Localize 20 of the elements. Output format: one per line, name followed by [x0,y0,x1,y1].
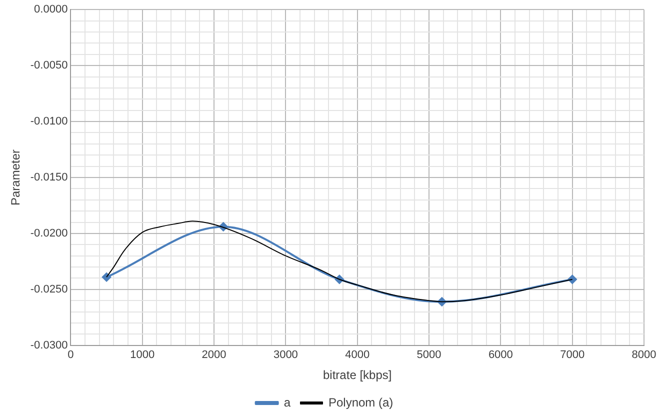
y-tick-label: -0.0150 [30,172,68,184]
y-tick-label: -0.0200 [30,228,68,240]
y-tick-label: -0.0050 [30,60,68,72]
x-tick-label: 0 [68,349,74,362]
y-tick-label: -0.0100 [30,116,68,128]
x-tick-label: 3000 [273,349,298,362]
x-tick-label: 6000 [488,349,513,362]
x-axis-title: bitrate [kbps] [323,368,392,382]
y-tick-label: -0.0300 [30,339,68,352]
x-tick-label: 5000 [416,349,442,362]
y-tick-label: 0.0000 [34,4,68,16]
x-tick-label: 1000 [130,349,155,362]
x-tick-label: 2000 [202,349,226,362]
x-tick-label: 8000 [632,349,656,362]
y-axis-title: Parameter [8,149,23,206]
x-tick-label: 4000 [345,349,370,362]
y-tick-label: -0.0250 [30,283,68,296]
legend-label: Polynom (a) [328,395,394,410]
legend-label: a [284,395,291,410]
x-tick-label: 7000 [560,349,585,362]
